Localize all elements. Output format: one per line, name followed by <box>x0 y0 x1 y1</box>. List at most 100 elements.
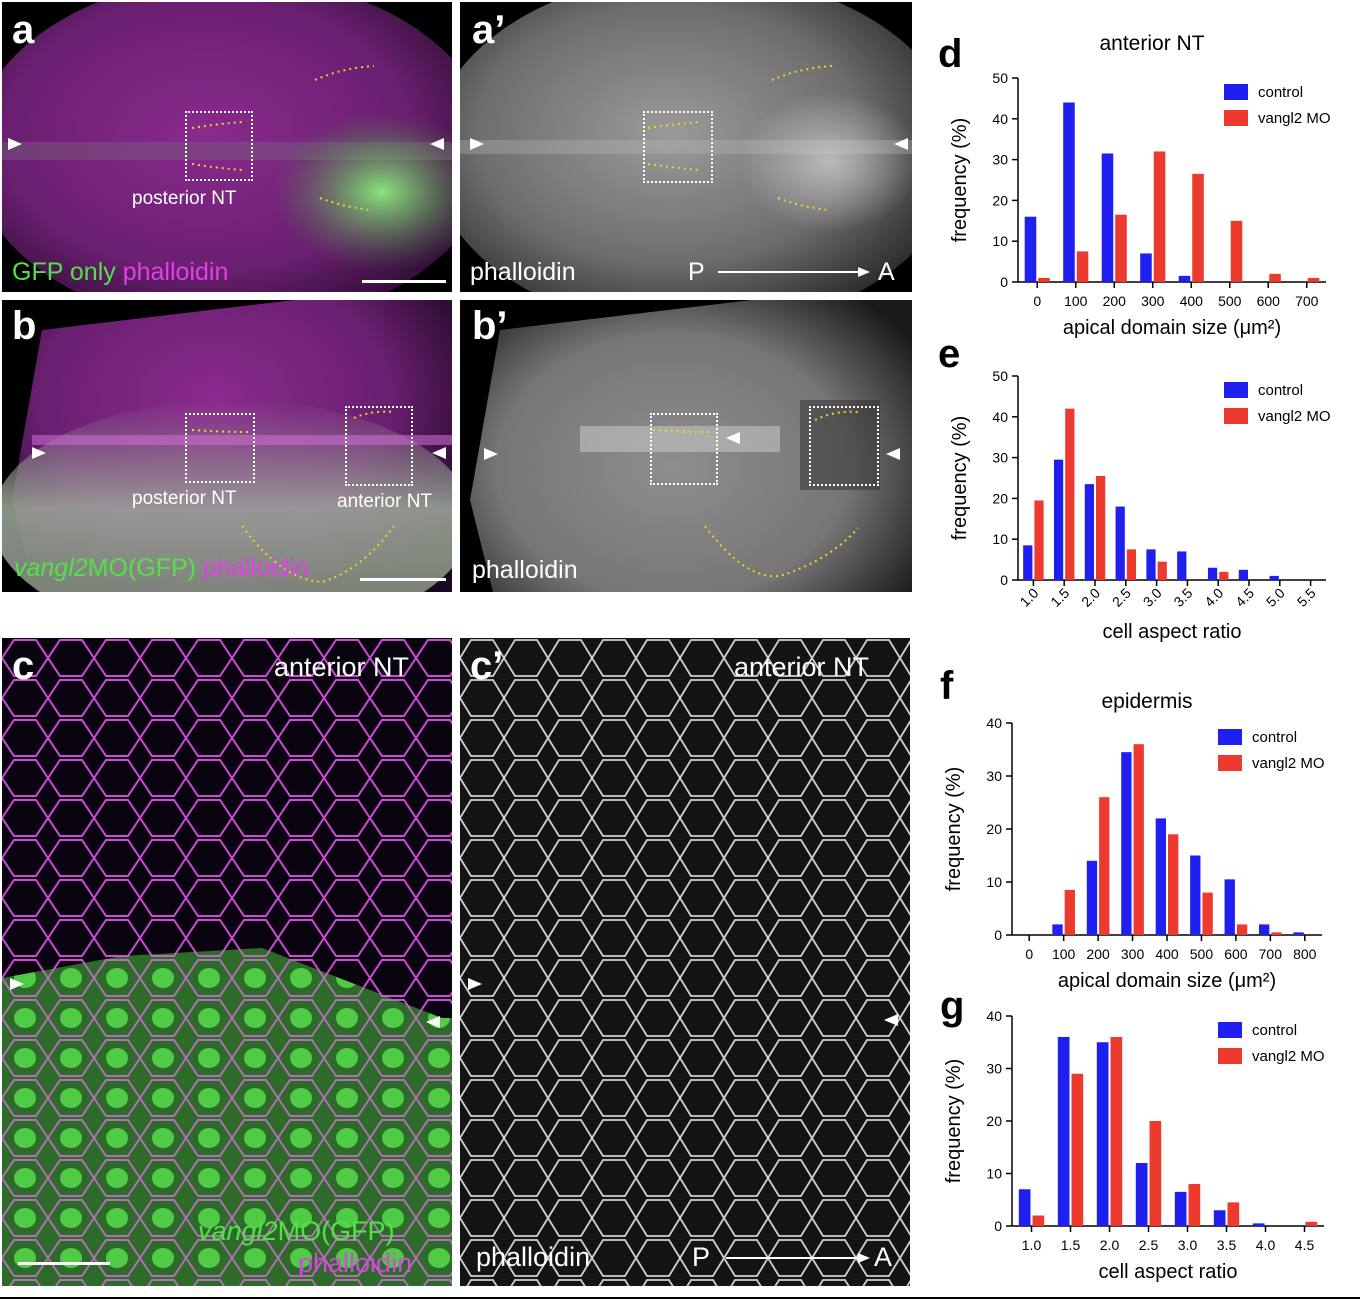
panel-b-prime: b’ phalloidin <box>460 300 912 592</box>
region-label-posterior: posterior NT <box>132 488 237 509</box>
region-label-anterior: anterior NT <box>337 491 433 512</box>
panel-title: anterior NT <box>734 652 870 682</box>
x-tick-label: 200 <box>1103 293 1127 309</box>
scale-bar <box>362 280 446 283</box>
caption-mo: MO(GFP) <box>87 554 196 582</box>
arrowhead-mid-marker <box>726 432 740 444</box>
panel-a-prime: a’ phalloidin P A <box>460 2 912 292</box>
bar-control-3.5 <box>1177 551 1187 580</box>
x-tick-label: 500 <box>1218 293 1242 309</box>
panel-label: c’ <box>470 644 504 688</box>
bar-vangl2-700 <box>1307 277 1320 282</box>
bar-control-3.0 <box>1174 1191 1187 1226</box>
axis-arrow <box>726 1253 870 1263</box>
arrowhead-left-marker <box>8 138 22 150</box>
chart-title: anterior NT <box>1099 32 1204 55</box>
y-tick-label: 10 <box>992 531 1008 547</box>
legend-label-control: control <box>1252 1022 1297 1039</box>
legend-swatch-control <box>1224 84 1248 100</box>
y-tick-label: 0 <box>1000 572 1008 588</box>
bar-vangl2-4.0 <box>1219 571 1229 580</box>
y-axis-label: frequency (%) <box>949 416 971 541</box>
arrowhead-left-marker <box>10 978 24 990</box>
bar-control-2.5 <box>1115 506 1125 580</box>
x-tick-label: 700 <box>1295 293 1319 309</box>
y-tick-label: 50 <box>992 368 1008 384</box>
panel-c-image <box>2 638 452 1286</box>
bar-control-4.5 <box>1238 569 1248 580</box>
arrowhead-left-marker <box>468 978 482 990</box>
scale-bar <box>18 1262 110 1265</box>
panel-b: b posterior NT anterior NT vangl2MO(GFP)… <box>2 300 452 592</box>
x-tick-label: 0 <box>1033 293 1041 309</box>
bar-vangl2-200 <box>1099 797 1110 935</box>
chart-label-g: g <box>940 984 965 1028</box>
y-axis-label: frequency (%) <box>943 1059 965 1184</box>
bar-control-5.0 <box>1269 575 1279 580</box>
bar-control-1.0 <box>1023 545 1033 580</box>
caption-mo: MO(GFP) <box>277 1216 395 1246</box>
axis-label-p: P <box>692 1242 711 1272</box>
panel-b-prime-image <box>470 300 912 592</box>
x-tick-label: 800 <box>1293 946 1317 962</box>
y-tick-label: 30 <box>986 768 1002 784</box>
bar-vangl2-700 <box>1271 932 1282 935</box>
axis-label-a: A <box>874 1242 893 1272</box>
x-tick-label: 300 <box>1121 946 1145 962</box>
panel-label: b <box>12 304 37 348</box>
panel-a-image <box>2 2 452 292</box>
y-tick-label: 20 <box>992 490 1008 506</box>
bar-control-3.0 <box>1146 549 1156 580</box>
y-tick-label: 0 <box>994 927 1002 943</box>
roi-box-posterior <box>185 413 255 483</box>
y-tick-label: 50 <box>992 70 1008 86</box>
x-axis-label: apical domain size (μm²) <box>1063 317 1281 339</box>
bar-vangl2-200 <box>1115 214 1127 282</box>
chart-e: 0 10 20 30 40 50 frequency (%) 1.0 1.5 2.0 2.5 3.0 3… <box>920 340 1360 655</box>
legend-swatch-control <box>1218 729 1242 745</box>
x-tick-label: 4.5 <box>1295 1237 1315 1253</box>
bar-control-200 <box>1101 153 1114 282</box>
legend-label-vangl2: vangl2 MO <box>1258 110 1331 127</box>
x-tick-label: 100 <box>1052 946 1076 962</box>
x-tick-label: 2.5 <box>1109 585 1134 610</box>
x-tick-label: 2.0 <box>1078 585 1103 610</box>
bar-control-2.0 <box>1084 484 1094 580</box>
chart-f: epidermis 0 10 20 30 40 frequency (%) 0 100 200 30… <box>920 680 1360 1005</box>
y-tick-label: 40 <box>992 409 1008 425</box>
bar-control-500 <box>1190 855 1201 935</box>
bar-vangl2-400 <box>1168 834 1179 935</box>
axis-label-a: A <box>878 258 895 286</box>
panel-c: c anterior NT vangl2MO(GFP) phalloidin <box>2 638 452 1286</box>
y-tick-label: 10 <box>986 874 1002 890</box>
x-tick-label: 4.0 <box>1256 1237 1276 1253</box>
y-tick-label: 40 <box>986 1008 1002 1024</box>
bar-control-100 <box>1052 924 1063 935</box>
bar-vangl2-100 <box>1064 889 1075 935</box>
caption-phalloidin: phalloidin <box>476 1242 591 1272</box>
legend-label-control: control <box>1252 729 1297 746</box>
x-axis-label: cell aspect ratio <box>1103 621 1242 643</box>
bar-vangl2-3.0 <box>1188 1184 1201 1226</box>
roi-box-anterior <box>809 406 879 486</box>
bar-vangl2-500 <box>1202 892 1213 935</box>
legend-label-control: control <box>1258 84 1303 101</box>
panel-label: b’ <box>472 304 508 348</box>
roi-box-posterior <box>643 111 713 183</box>
bar-vangl2-2.0 <box>1110 1037 1123 1226</box>
bar-control-1.5 <box>1057 1037 1070 1226</box>
arrowhead-right-marker <box>430 138 444 150</box>
bar-vangl2-1.0 <box>1034 500 1044 580</box>
bar-control-4.0 <box>1207 567 1218 580</box>
arrowhead-left-marker <box>32 447 46 459</box>
chart-label-e: e <box>938 332 961 376</box>
chart-label-d: d <box>938 32 963 76</box>
x-axis-label: apical domain size (μm²) <box>1058 970 1276 992</box>
chart-title: epidermis <box>1101 690 1192 713</box>
bar-control-600 <box>1224 879 1235 935</box>
bar-vangl2-3.5 <box>1227 1202 1240 1226</box>
arrowhead-right-marker <box>884 1014 898 1026</box>
bar-vangl2-600 <box>1236 924 1248 935</box>
x-tick-label: 5.0 <box>1263 585 1288 610</box>
legend-label-vangl2: vangl2 MO <box>1252 755 1325 772</box>
